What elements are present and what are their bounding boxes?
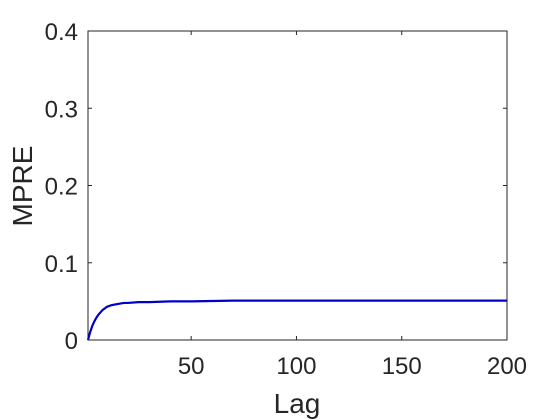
x-tick-label: 150 xyxy=(382,353,422,380)
plot-area-frame xyxy=(87,30,508,341)
x-axis-label: Lag xyxy=(274,388,321,419)
y-axis-label: MPRE xyxy=(7,146,38,227)
y-tick-label: 0.4 xyxy=(45,19,78,46)
y-tick-label: 0.1 xyxy=(45,251,78,278)
series-line-0 xyxy=(86,299,507,341)
y-tick-label: 0 xyxy=(65,328,78,355)
x-tick-label: 50 xyxy=(178,353,205,380)
x-tick-label: 100 xyxy=(276,353,316,380)
tick-layer: 50 100 150 200 0 0.1 0.2 0.3 0.4 xyxy=(45,19,527,380)
y-tick-label: 0.3 xyxy=(45,96,78,123)
y-tick-label: 0.2 xyxy=(45,174,78,201)
x-tick-label: 200 xyxy=(487,353,527,380)
plot-layer xyxy=(86,30,508,341)
